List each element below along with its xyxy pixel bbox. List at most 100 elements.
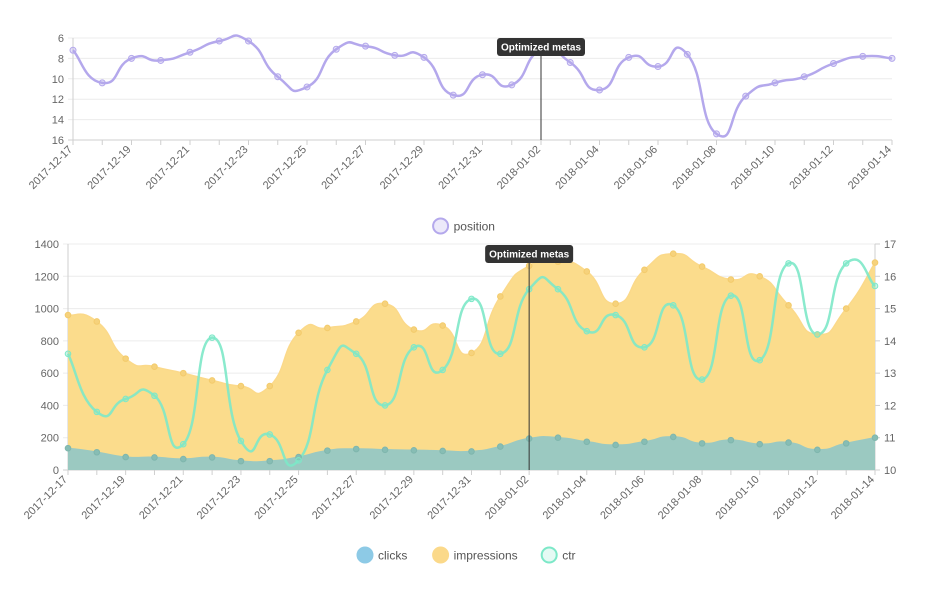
clicks-point[interactable] — [756, 440, 764, 448]
impressions-point[interactable] — [122, 355, 129, 362]
ctr-point[interactable] — [93, 408, 101, 416]
ctr-point[interactable] — [468, 295, 475, 303]
ctr-point[interactable] — [785, 260, 792, 267]
position-point[interactable] — [713, 130, 720, 138]
position-point[interactable] — [625, 53, 633, 61]
impressions-point[interactable] — [497, 293, 504, 300]
impressions-point[interactable] — [381, 300, 389, 308]
traffic-legend[interactable]: clicks impressions ctr — [356, 546, 576, 564]
ctr-point[interactable] — [237, 437, 245, 445]
clicks-point[interactable] — [468, 448, 475, 455]
clicks-point[interactable] — [93, 448, 101, 456]
legend-swatch-clicks[interactable] — [356, 546, 374, 564]
clicks-point[interactable] — [352, 445, 360, 453]
legend-label-position[interactable]: position — [454, 219, 495, 233]
clicks-point[interactable] — [439, 447, 446, 455]
impressions-point[interactable] — [208, 377, 216, 384]
clicks-point[interactable] — [410, 447, 418, 454]
position-point[interactable] — [596, 86, 603, 94]
position-point[interactable] — [800, 73, 808, 81]
legend-swatch-ctr[interactable] — [540, 546, 558, 564]
ctr-point[interactable] — [381, 402, 389, 409]
position-point[interactable] — [771, 79, 779, 87]
clicks-point[interactable] — [785, 439, 792, 446]
ctr-point[interactable] — [641, 344, 648, 351]
position-point[interactable] — [215, 37, 223, 45]
impressions-point[interactable] — [785, 302, 792, 309]
clicks-point[interactable] — [266, 457, 274, 465]
ctr-point[interactable] — [439, 366, 446, 374]
legend-label-impressions[interactable]: impressions — [454, 548, 518, 562]
ctr-point[interactable] — [727, 292, 735, 299]
ctr-point[interactable] — [179, 440, 187, 448]
ctr-point[interactable] — [352, 350, 360, 358]
position-point[interactable] — [654, 63, 662, 71]
impressions-point[interactable] — [295, 329, 302, 337]
clicks-point[interactable] — [381, 446, 389, 454]
clicks-point[interactable] — [814, 446, 821, 454]
legend-item-clicks[interactable]: clicks — [356, 546, 408, 564]
position-point[interactable] — [508, 81, 516, 89]
clicks-point[interactable] — [324, 447, 331, 454]
ctr-point[interactable] — [151, 392, 158, 400]
impressions-point[interactable] — [324, 324, 331, 332]
impressions-point[interactable] — [151, 363, 158, 370]
ctr-point[interactable] — [612, 311, 619, 319]
impressions-point[interactable] — [237, 382, 245, 390]
clicks-point[interactable] — [871, 434, 879, 442]
position-point[interactable] — [186, 48, 194, 56]
clicks-point[interactable] — [208, 454, 216, 461]
ctr-point[interactable] — [122, 395, 129, 403]
position-point[interactable] — [128, 54, 135, 62]
legend-item-position[interactable]: position — [432, 217, 495, 235]
ctr-point[interactable] — [669, 302, 677, 309]
legend-swatch-impressions[interactable] — [432, 546, 450, 564]
ctr-point[interactable] — [497, 350, 504, 358]
position-point[interactable] — [449, 91, 457, 99]
position-point[interactable] — [859, 52, 867, 60]
position-point[interactable] — [391, 51, 399, 59]
impressions-point[interactable] — [266, 382, 274, 390]
position-point[interactable] — [332, 45, 340, 53]
impressions-point[interactable] — [352, 318, 360, 325]
position-point[interactable] — [742, 92, 750, 100]
position-point[interactable] — [420, 53, 428, 61]
clicks-point[interactable] — [727, 436, 735, 444]
impressions-point[interactable] — [756, 272, 764, 280]
impressions-point[interactable] — [179, 369, 187, 377]
ctr-point[interactable] — [698, 376, 706, 383]
position-point[interactable] — [479, 71, 486, 79]
impressions-point[interactable] — [64, 311, 72, 319]
position-point[interactable] — [566, 58, 574, 66]
clicks-point[interactable] — [842, 440, 850, 447]
ctr-point[interactable] — [208, 334, 216, 341]
ctr-point[interactable] — [64, 350, 72, 358]
legend-label-ctr[interactable]: ctr — [562, 548, 575, 562]
position-point[interactable] — [888, 54, 896, 62]
clicks-point[interactable] — [179, 455, 187, 463]
position-point[interactable] — [683, 50, 691, 58]
impressions-point[interactable] — [641, 266, 648, 274]
position-point[interactable] — [157, 56, 165, 64]
clicks-point[interactable] — [497, 443, 504, 450]
impressions-point[interactable] — [93, 318, 101, 325]
impressions-point[interactable] — [612, 300, 619, 308]
position-point[interactable] — [98, 79, 106, 87]
position-point[interactable] — [362, 42, 369, 50]
impressions-point[interactable] — [698, 263, 706, 270]
clicks-point[interactable] — [64, 444, 72, 452]
ctr-point[interactable] — [266, 431, 274, 438]
legend-item-impressions[interactable]: impressions — [432, 546, 518, 564]
impressions-point[interactable] — [583, 268, 591, 275]
position-legend[interactable]: position — [432, 217, 495, 235]
ctr-point[interactable] — [814, 331, 821, 338]
ctr-point[interactable] — [842, 260, 850, 267]
ctr-point[interactable] — [756, 356, 764, 364]
impressions-point[interactable] — [871, 259, 879, 266]
legend-label-clicks[interactable]: clicks — [378, 548, 407, 562]
legend-item-ctr[interactable]: ctr — [540, 546, 576, 564]
ctr-point[interactable] — [295, 457, 302, 464]
ctr-point[interactable] — [324, 366, 331, 374]
position-point[interactable] — [303, 83, 311, 91]
position-point[interactable] — [69, 46, 77, 54]
